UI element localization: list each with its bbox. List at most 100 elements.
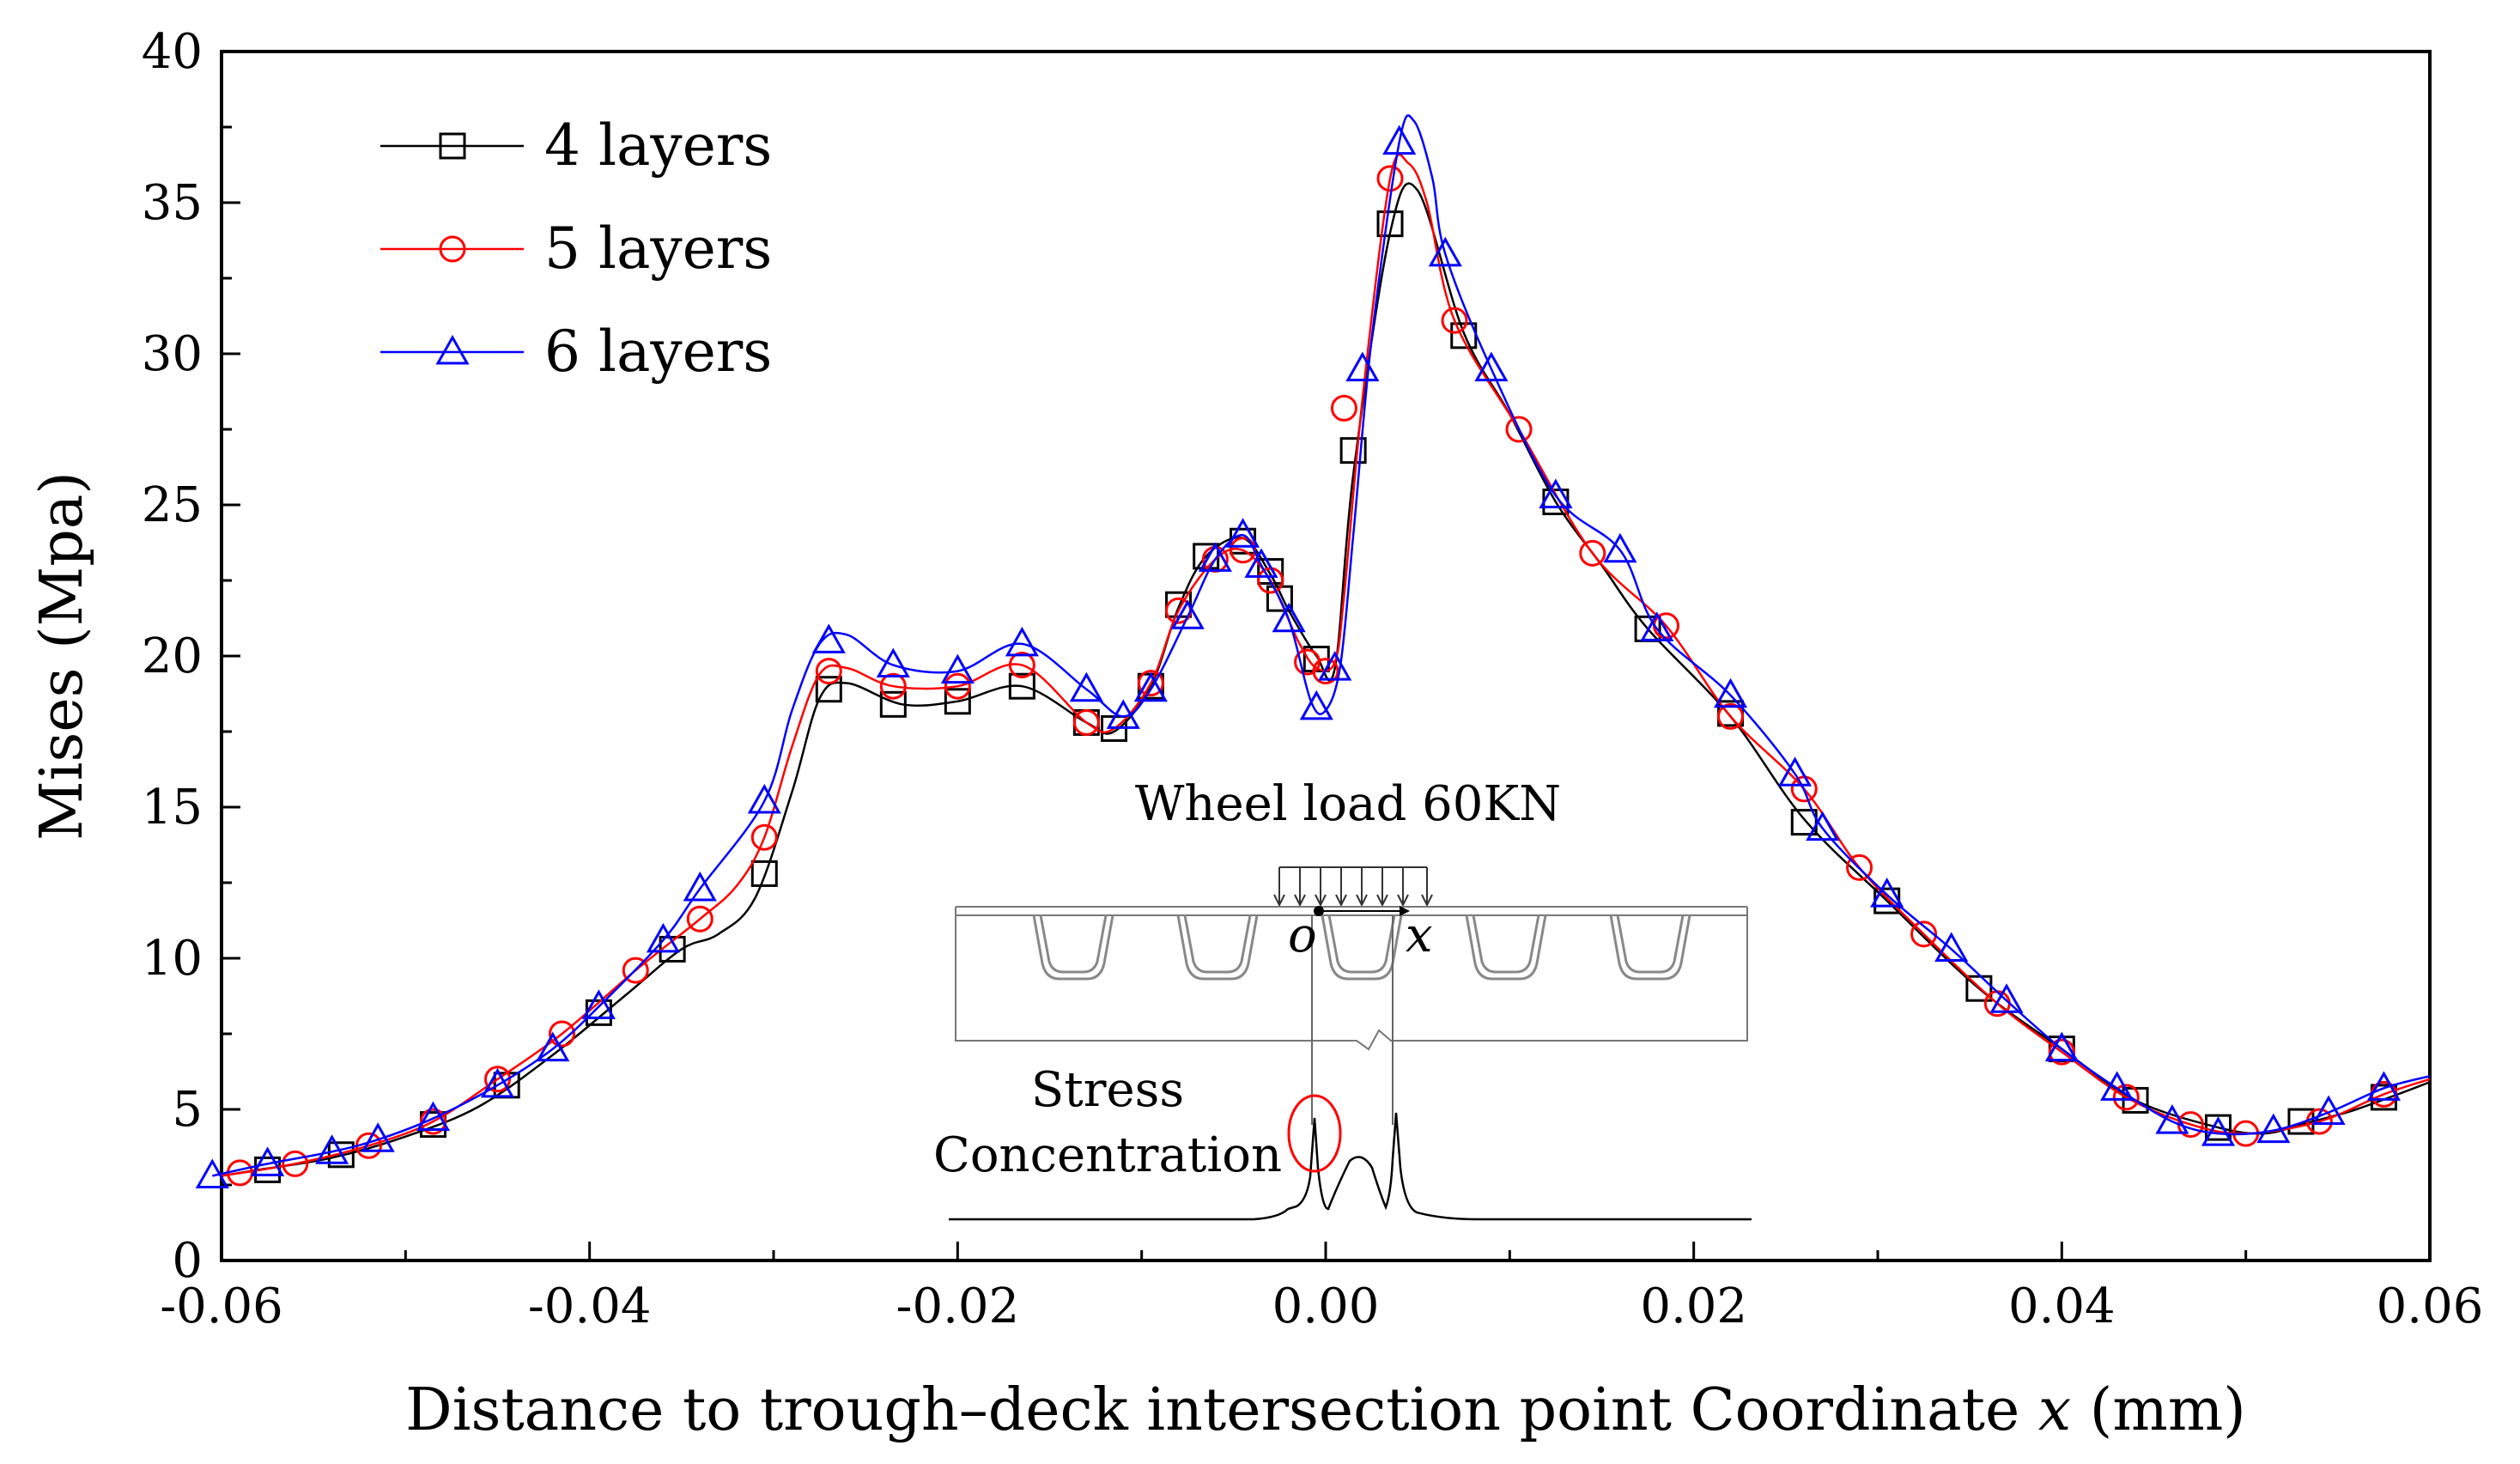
- data-point: [811, 623, 846, 653]
- data-point: [1008, 652, 1035, 679]
- legend-marker: [435, 334, 470, 365]
- data-point: [1717, 702, 1745, 730]
- data-point: [815, 658, 842, 685]
- y-axis-label: Mises (Mpa): [28, 471, 96, 841]
- x-tick-label: -0.04: [528, 1279, 652, 1334]
- x-axis-label-unit: (mm): [2071, 1376, 2246, 1444]
- data-point: [879, 672, 907, 700]
- trough-ribs: [1032, 914, 1691, 981]
- stress-annotation-line2: Concentration: [933, 1127, 1282, 1183]
- data-point: [1428, 236, 1462, 267]
- data-point: [2100, 1071, 2134, 1101]
- inset-wheel-load-label: Wheel load 60KN: [1135, 776, 1561, 832]
- data-point: [944, 688, 971, 715]
- data-point: [944, 672, 971, 700]
- data-point: [2048, 1038, 2075, 1066]
- data-point: [1382, 125, 1417, 155]
- data-point: [1069, 671, 1103, 702]
- y-tick-label: 20: [142, 629, 203, 684]
- data-point: [1198, 542, 1232, 572]
- data-point: [1539, 478, 1573, 508]
- legend-label: 6 layers: [544, 319, 772, 385]
- data-point: [1603, 532, 1637, 563]
- data-point: [1272, 602, 1306, 633]
- data-point: [1505, 416, 1533, 443]
- data-point: [879, 690, 907, 718]
- x-axis-label-main: Distance to trough–deck intersection poi…: [405, 1376, 2038, 1444]
- data-point: [1965, 975, 1993, 1002]
- data-point: [1376, 210, 1404, 238]
- legend-item: 5 layers: [380, 216, 772, 282]
- data-point: [1474, 351, 1509, 382]
- data-point: [2155, 1104, 2189, 1134]
- data-point: [1106, 699, 1140, 729]
- data-point: [750, 823, 778, 851]
- data-point: [646, 922, 680, 953]
- measurement-lines: [1311, 915, 1394, 1125]
- data-point: [1330, 394, 1357, 422]
- data-point: [1910, 920, 1938, 948]
- stress-annotation-line1: Stress: [1031, 1062, 1184, 1118]
- data-point: [815, 676, 842, 703]
- data-point: [1640, 611, 1674, 641]
- series-line: [221, 153, 2431, 1177]
- data-point: [1777, 756, 1813, 787]
- data-point: [622, 957, 649, 984]
- data-point: [1318, 651, 1352, 681]
- data-point: [536, 1031, 570, 1062]
- data-point: [315, 1134, 349, 1164]
- y-tick-label: 15: [142, 780, 203, 835]
- data-point: [2256, 1113, 2291, 1144]
- data-point: [1989, 983, 2024, 1013]
- data-point: [1441, 307, 1468, 334]
- deck-schematic-inset: Wheel load 60KN: [933, 776, 1752, 1221]
- legend-item: 4 layers: [380, 112, 772, 179]
- y-tick-label: 0: [172, 1233, 203, 1289]
- data-point: [940, 653, 975, 684]
- series-6-layers: [195, 114, 2431, 1188]
- data-point: [195, 1158, 229, 1188]
- data-point: [419, 1108, 446, 1135]
- y-tick-label: 5: [172, 1082, 203, 1138]
- x-tick-label: 0.00: [1272, 1279, 1380, 1334]
- legend-marker: [439, 132, 466, 160]
- data-point: [1376, 165, 1404, 192]
- data-point: [1934, 932, 1969, 962]
- data-point: [1846, 853, 1873, 881]
- wheel-load-arrows: [1273, 866, 1433, 908]
- y-tick-label: 35: [142, 175, 203, 231]
- data-point: [1339, 437, 1367, 465]
- data-point: [1133, 671, 1168, 702]
- data-point: [361, 1122, 395, 1152]
- data-point: [327, 1141, 355, 1169]
- inset-x-label: x: [1406, 908, 1433, 963]
- data-point: [1713, 677, 1748, 708]
- data-point: [1225, 518, 1260, 548]
- data-point: [2205, 1114, 2232, 1141]
- data-point: [251, 1146, 285, 1176]
- deck-plate: [955, 906, 1748, 1051]
- data-point: [1170, 599, 1205, 629]
- data-point: [1072, 708, 1100, 736]
- inset-origin-label: o: [1288, 908, 1317, 963]
- y-tick-label: 10: [142, 931, 203, 987]
- data-point: [549, 1020, 576, 1048]
- x-axis-ticks: -0.06 -0.04 -0.02 0.00 0.02 0.04 0.06: [160, 1242, 2483, 1334]
- data-point: [2112, 1084, 2140, 1111]
- data-point: [1312, 658, 1339, 685]
- legend-label: 5 layers: [544, 216, 772, 282]
- data-point: [1579, 539, 1606, 567]
- legend: 4 layers 5 layers 6 layers: [380, 112, 772, 385]
- x-tick-label: -0.02: [896, 1279, 1020, 1334]
- series-layer: [195, 114, 2431, 1188]
- data-point: [1345, 351, 1380, 382]
- data-point: [683, 871, 717, 902]
- data-point: [686, 905, 713, 932]
- data-point: [1008, 672, 1035, 700]
- data-point: [750, 860, 778, 887]
- x-axis-label: Distance to trough–deck intersection poi…: [405, 1376, 2246, 1444]
- x-tick-label: 0.06: [2377, 1279, 2484, 1334]
- x-direction-arrowhead: [1400, 906, 1410, 916]
- y-tick-label: 30: [142, 326, 203, 382]
